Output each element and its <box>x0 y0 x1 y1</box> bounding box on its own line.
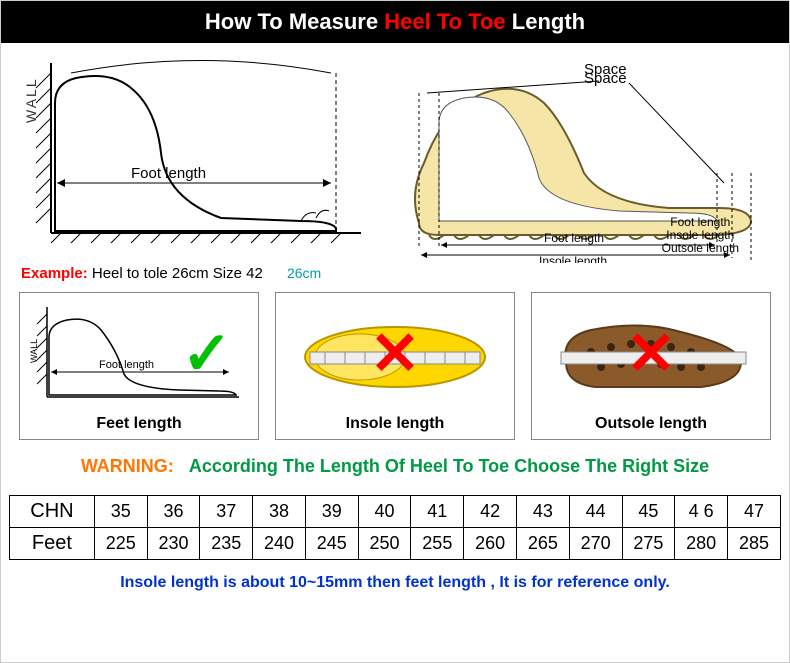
title-highlight: Heel To Toe <box>384 9 505 34</box>
wall-label-left: WALL <box>23 77 39 123</box>
method-feet-length: Foot length WALL ✓ Feet length <box>19 292 259 440</box>
title-bar: How To Measure Heel To Toe Length <box>1 1 789 43</box>
shoe-diagram: Space Foot length Insole length Foot len… <box>389 53 769 263</box>
svg-text:Foot length: Foot length <box>544 231 604 245</box>
example-cm: 26cm <box>287 265 321 281</box>
foot-measure-diagram: Foot length WALL <box>21 53 389 263</box>
svg-text:Insole length: Insole length <box>539 254 607 263</box>
size-table: CHN 35 36 37 38 39 40 41 42 43 44 45 4 6… <box>9 495 781 560</box>
foot-length-label: Foot length <box>131 165 206 182</box>
row-header-feet: Feet <box>10 528 95 560</box>
example-row: Example: Heel to tole 26cm Size 42 26cm <box>1 263 789 288</box>
method-label-feet: Feet length <box>26 415 252 433</box>
check-icon: ✓ <box>182 319 232 389</box>
title-prefix: How To Measure <box>205 9 378 34</box>
example-label: Example: <box>21 265 88 282</box>
footnote: Insole length is about 10~15mm then feet… <box>1 560 789 592</box>
cross-icon: ✕ <box>626 319 676 389</box>
warning-text: According The Length Of Heel To Toe Choo… <box>189 456 709 476</box>
diagrams-row: Foot length WALL Space Foot length <box>1 43 789 263</box>
title-suffix: Length <box>512 9 585 34</box>
method-outsole-length: ✕ Outsole length <box>531 292 771 440</box>
method-insole-length: ✕ Insole length <box>275 292 515 440</box>
warning-label: WARNING: <box>81 456 174 476</box>
outsole-length-label-r: Outsole length <box>662 242 739 255</box>
warning-row: WARNING: According The Length Of Heel To… <box>1 444 789 495</box>
svg-text:WALL: WALL <box>29 338 39 362</box>
cross-icon: ✕ <box>370 319 420 389</box>
table-row: CHN 35 36 37 38 39 40 41 42 43 44 45 4 6… <box>10 496 781 528</box>
row-header-chn: CHN <box>10 496 95 528</box>
method-label-insole: Insole length <box>282 415 508 433</box>
table-row: Feet 225 230 235 240 245 250 255 260 265… <box>10 528 781 560</box>
methods-row: Foot length WALL ✓ Feet length ✕ Inso <box>1 288 789 444</box>
method-label-outsole: Outsole length <box>538 415 764 433</box>
example-text: Heel to tole 26cm Size 42 <box>92 265 263 282</box>
svg-text:Foot length: Foot length <box>99 359 154 371</box>
space-label: Space <box>584 61 627 78</box>
